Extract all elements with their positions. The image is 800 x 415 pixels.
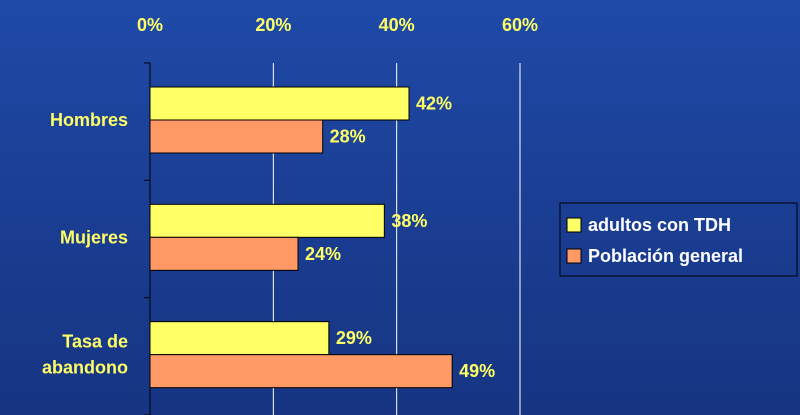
data-label: 29%	[336, 328, 372, 348]
bar	[149, 236, 299, 271]
bar	[149, 119, 324, 154]
legend-swatch	[566, 248, 582, 264]
category-label: Hombres	[50, 110, 128, 130]
data-label: 38%	[391, 211, 427, 231]
legend-label: Población general	[588, 246, 743, 266]
bars	[149, 86, 453, 389]
bar	[149, 321, 330, 356]
data-label: 49%	[459, 361, 495, 381]
data-label: 28%	[330, 127, 366, 147]
x-tick-label: 20%	[255, 15, 291, 35]
x-tick-label: 60%	[502, 15, 538, 35]
legend-box	[559, 202, 798, 277]
bar	[149, 354, 453, 389]
category-label: Mujeres	[60, 227, 128, 247]
axes	[144, 62, 151, 415]
x-tick-label: 40%	[379, 15, 415, 35]
data-label: 42%	[416, 94, 452, 114]
labels: 0% 20% 40% 60% 42% 28% Hombres 38% 24% Mujeres 29%…	[42, 15, 538, 381]
legend: adultos con TDH Población general	[559, 202, 798, 277]
data-label: 24%	[305, 244, 341, 264]
legend-label: adultos con TDH	[588, 215, 731, 235]
x-tick-label: 0%	[137, 15, 163, 35]
bar	[149, 203, 385, 238]
bar	[149, 86, 410, 121]
category-label: Tasa de abandono	[42, 332, 128, 378]
legend-swatch	[566, 217, 582, 233]
